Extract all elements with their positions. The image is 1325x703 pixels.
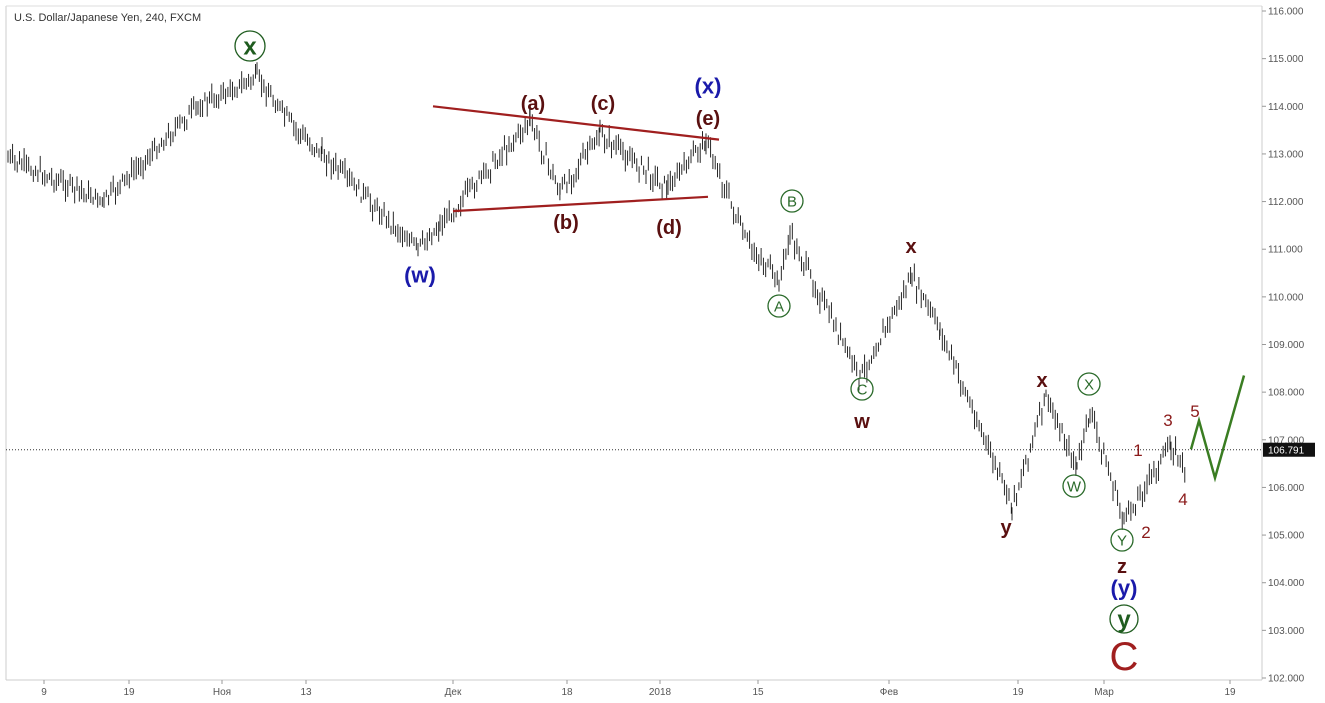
- wave-label: w: [853, 411, 870, 433]
- wave-label: B: [787, 193, 797, 210]
- wave-labels: x (w) (a) (b) (c) (d) (e) (x) B A Cw x y x X W 1 2 3 4 5 Yz(y…: [234, 30, 1200, 679]
- wave-label-circle: [234, 30, 266, 62]
- y-tick-label: 115.000: [1268, 54, 1304, 65]
- x-tick-label: Фев: [880, 687, 898, 698]
- y-tick-label: 104.000: [1268, 578, 1305, 589]
- wave-label-circle: [1110, 528, 1134, 552]
- trendlines: [432, 105, 720, 213]
- wave-label: Y: [1117, 532, 1127, 549]
- wave-label: W: [1067, 478, 1082, 495]
- current-price: 106.791: [6, 442, 1315, 457]
- y-tick-label: 112.000: [1268, 197, 1304, 208]
- wave-label: (e): [696, 108, 720, 130]
- wave-label: x: [905, 236, 916, 258]
- wave-label: (x): [695, 74, 722, 99]
- wave-label: (c): [591, 93, 615, 115]
- x-tick-label: 2018: [649, 687, 672, 698]
- chart-title: U.S. Dollar/Japanese Yen, 240, FXCM: [14, 12, 201, 24]
- current-price-label: 106.791: [1268, 446, 1305, 457]
- x-tick-label: 19: [1224, 687, 1236, 698]
- wave-label: C: [857, 381, 868, 398]
- triangle-trendline: [432, 105, 720, 141]
- x-tick-label: 15: [752, 687, 764, 698]
- y-tick-label: 105.000: [1268, 531, 1305, 542]
- wave-label: z: [1117, 556, 1127, 578]
- x-tick-label: 19: [1012, 687, 1024, 698]
- wave-label-circle: [767, 294, 791, 318]
- x-tick-label: 18: [561, 687, 573, 698]
- y-tick-label: 116.000: [1268, 7, 1304, 18]
- wave-label: (b): [553, 212, 579, 234]
- y-tick-label: 108.000: [1268, 388, 1305, 399]
- y-tick-label: 106.000: [1268, 483, 1305, 494]
- y-tick-label: 103.000: [1268, 626, 1305, 637]
- wave-label: (a): [521, 93, 545, 115]
- y-tick-label: 113.000: [1268, 149, 1304, 160]
- wave-label-circle: [1062, 474, 1086, 498]
- wave-label: 4: [1178, 490, 1187, 509]
- y-tick-label: 107.000: [1268, 435, 1305, 446]
- current-price-box: [1263, 442, 1315, 457]
- triangle-trendline: [452, 195, 709, 213]
- wave-label-circle: [850, 377, 874, 401]
- y-axis: 116.000 115.000 114.000 113.000 112.000 111.0…: [1262, 7, 1305, 685]
- y-tick-label: 111.000: [1268, 245, 1303, 256]
- y-tick-label: 110.000: [1268, 292, 1304, 303]
- x-tick-label: Мар: [1094, 687, 1114, 698]
- wave-label: C: [1110, 635, 1139, 679]
- wave-label: X: [1084, 376, 1094, 393]
- wave-label: 3: [1163, 411, 1172, 430]
- x-axis: 9 19 Ноя 13 Дек 18 2018 15 Фев 19 Мар 19: [41, 680, 1236, 698]
- price-bars: [7, 62, 1186, 530]
- x-tick-label: 13: [300, 687, 312, 698]
- wave-label-circle: [1109, 604, 1139, 634]
- wave-label: x: [243, 33, 257, 60]
- wave-label: y: [1117, 606, 1131, 633]
- wave-label: 5: [1190, 402, 1199, 421]
- wave-label-circle: [780, 189, 804, 213]
- wave-label: y: [1000, 517, 1012, 539]
- x-tick-label: 9: [41, 687, 47, 698]
- wave-label: (y): [1111, 576, 1138, 601]
- x-tick-label: Дек: [445, 687, 462, 698]
- y-tick-label: 114.000: [1268, 102, 1304, 113]
- x-tick-label: 19: [123, 687, 135, 698]
- wave-label: 1: [1133, 441, 1142, 460]
- wave-label: (d): [656, 217, 682, 239]
- wave-label: A: [774, 298, 784, 315]
- wave-label-circle: [1077, 372, 1101, 396]
- wave-label: 2: [1141, 523, 1150, 542]
- wave-label: x: [1036, 370, 1047, 392]
- wave-label: (w): [404, 263, 436, 288]
- y-tick-label: 109.000: [1268, 340, 1305, 351]
- x-tick-label: Ноя: [213, 687, 231, 698]
- y-tick-label: 102.000: [1268, 674, 1305, 685]
